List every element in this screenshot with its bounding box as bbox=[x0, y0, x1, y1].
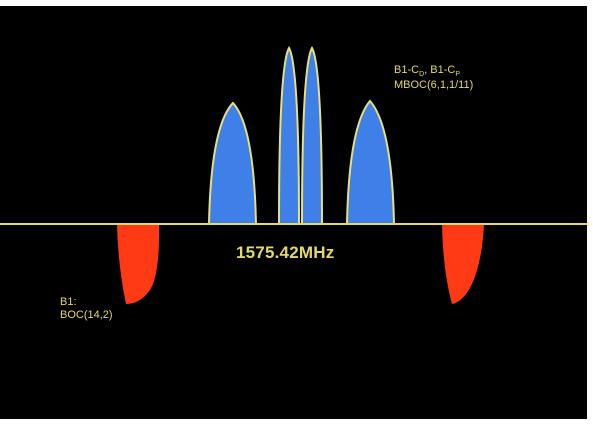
spectrum-panel: B1-CD, B1-CP MBOC(6,1,1/11) 1575.42MHz B… bbox=[0, 6, 587, 419]
mboc-signal-name: B1-CD, B1-CP bbox=[394, 64, 460, 79]
boc-signal-name: B1: bbox=[60, 296, 77, 308]
boc-14-2-right-lobe bbox=[442, 224, 484, 304]
mboc-inner-left-lobe bbox=[277, 45, 301, 225]
mboc-signal-label: B1-CD, B1-CP MBOC(6,1,1/11) bbox=[394, 64, 473, 92]
mboc-outer-left-lobe bbox=[207, 101, 258, 225]
spectrum-diagram bbox=[0, 45, 587, 304]
mboc-inner-right-lobe bbox=[300, 45, 324, 225]
boc-14-2-left-lobe bbox=[117, 224, 160, 304]
mboc-modulation: MBOC(6,1,1/11) bbox=[394, 79, 474, 92]
center-frequency-label: 1575.42MHz bbox=[236, 243, 335, 262]
boc-modulation: BOC(14,2) bbox=[60, 308, 113, 321]
mboc-outer-right-lobe bbox=[345, 99, 396, 225]
boc-signal-label: B1: BOC(14,2) bbox=[60, 296, 113, 321]
